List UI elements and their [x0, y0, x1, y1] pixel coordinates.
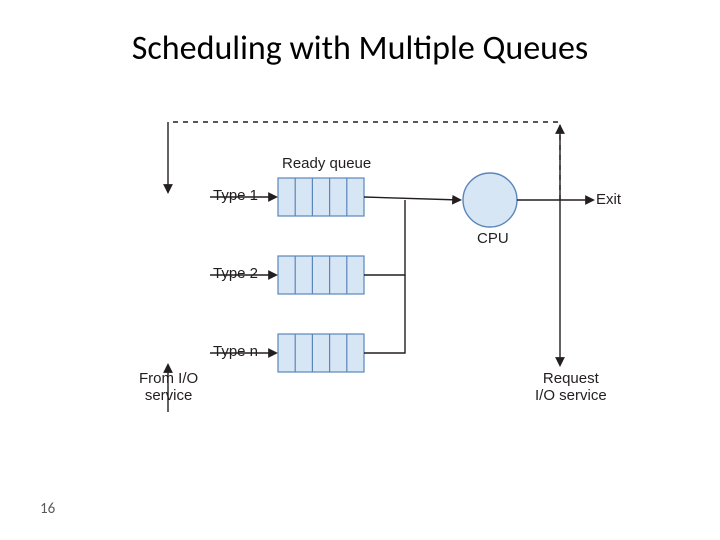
arrow-q1-to-cpu	[364, 197, 460, 200]
queue-3	[278, 334, 364, 372]
queue-1	[278, 178, 364, 216]
queue-2	[278, 256, 364, 294]
arrow-q2-merge	[364, 200, 405, 275]
diagram-svg	[0, 0, 720, 540]
arrow-q3-merge	[364, 275, 405, 353]
cpu-node	[463, 173, 517, 227]
